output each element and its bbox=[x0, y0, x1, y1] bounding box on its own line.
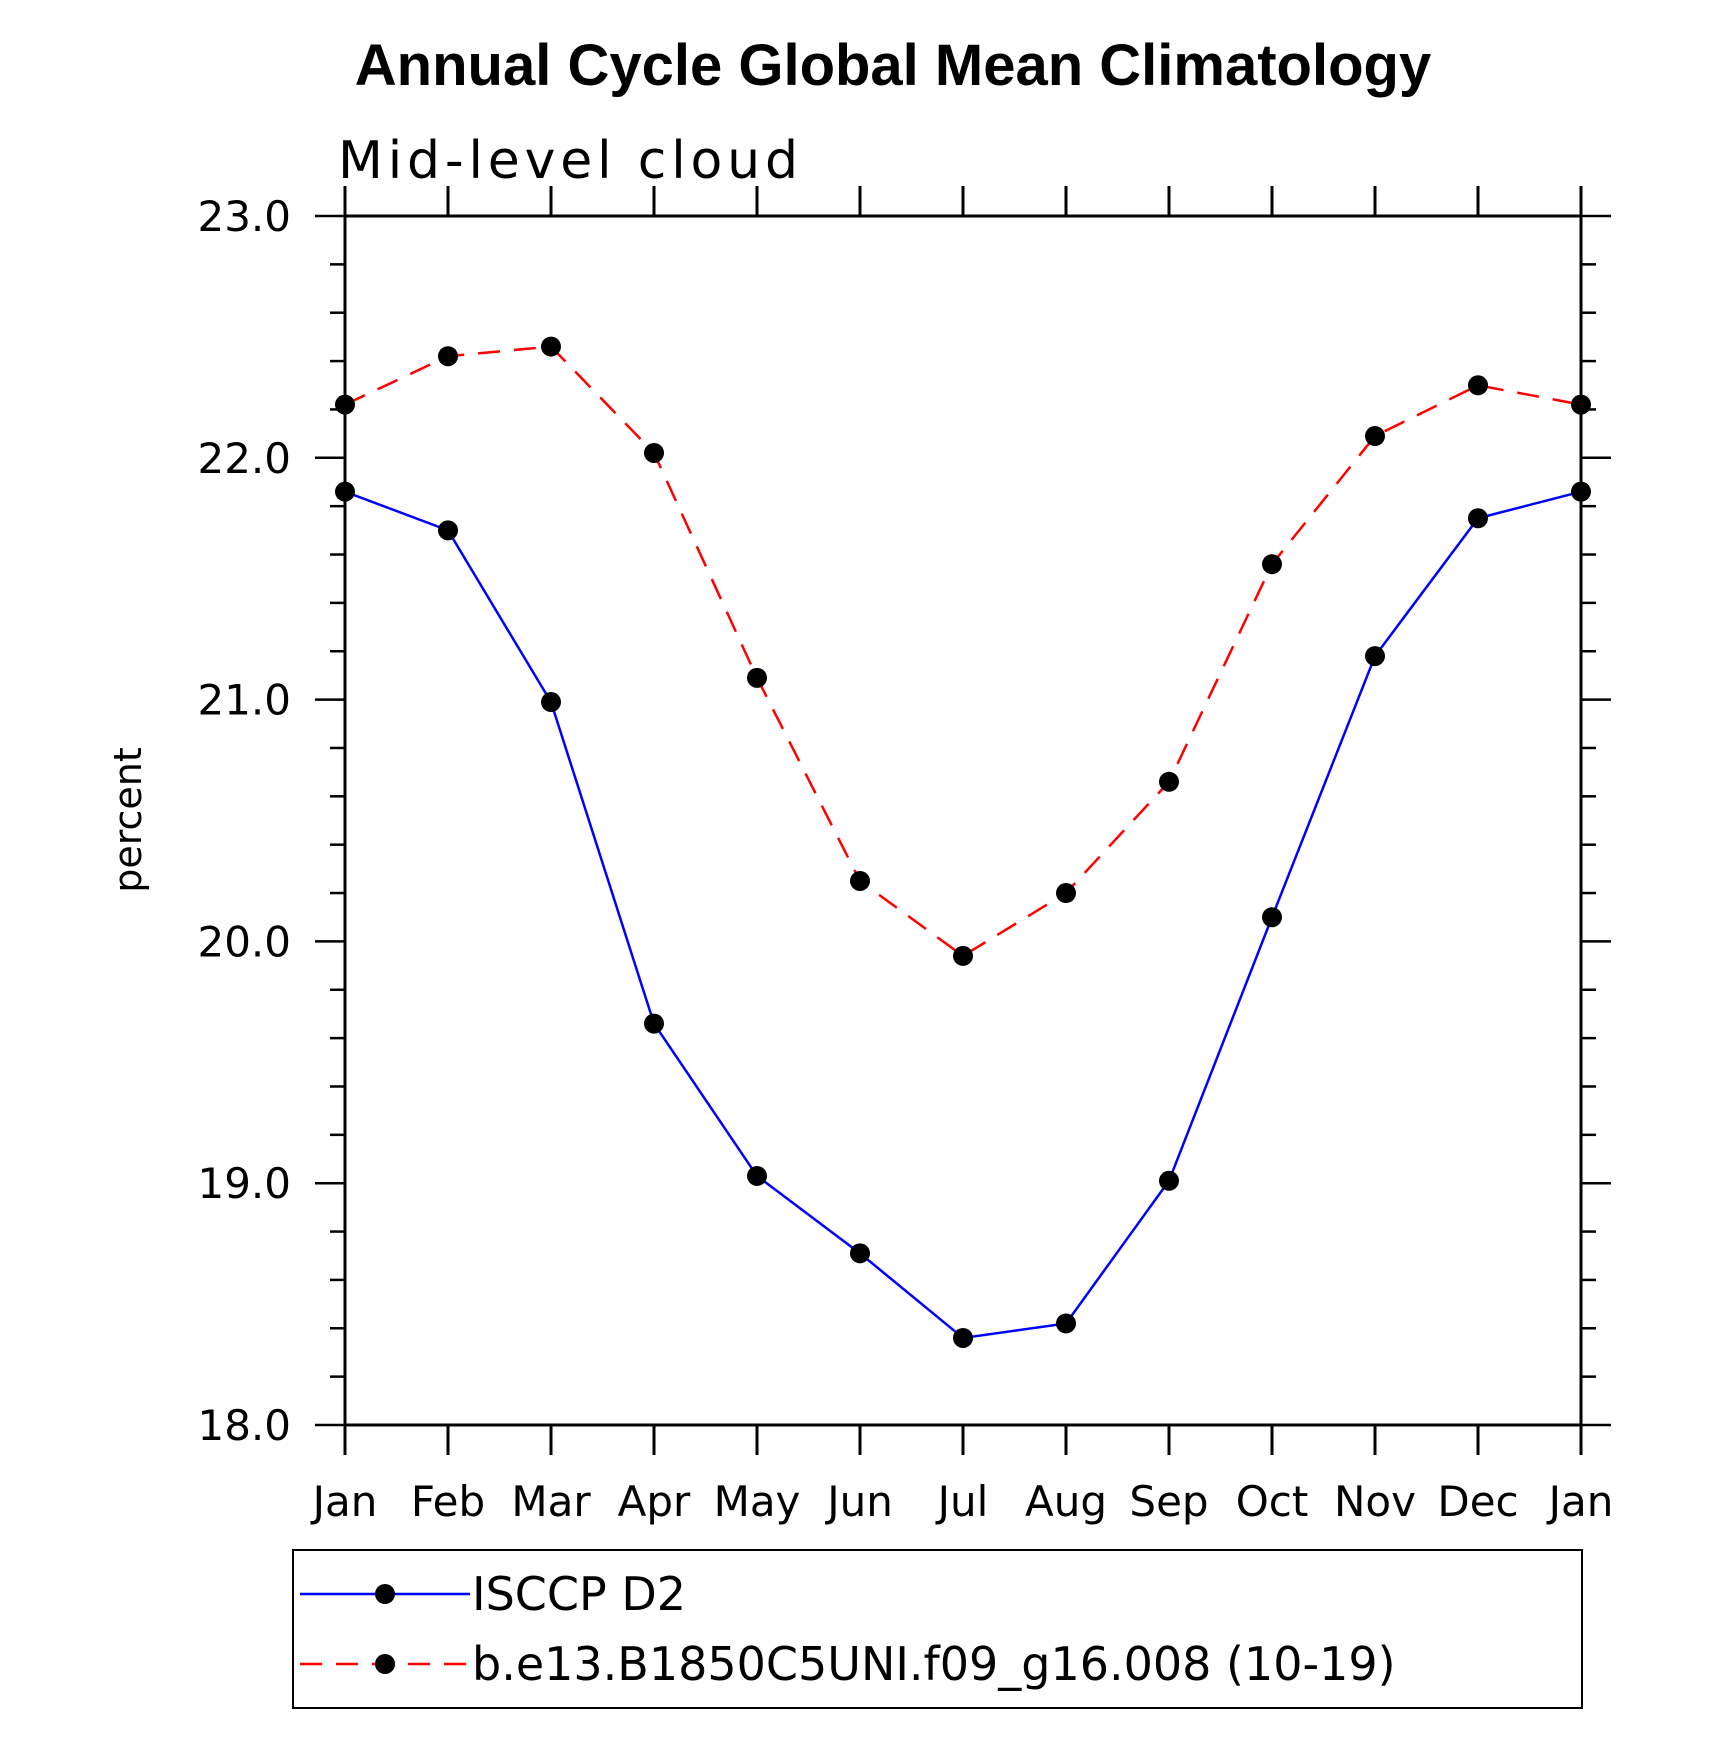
series-1-point bbox=[644, 1013, 664, 1034]
x-tick-label: Apr bbox=[618, 1477, 691, 1526]
series-2-point bbox=[1468, 375, 1488, 396]
x-tick-label: Sep bbox=[1129, 1477, 1208, 1526]
y-axis-label: percent bbox=[106, 747, 150, 893]
x-tick-label: Aug bbox=[1025, 1477, 1107, 1526]
x-tick-label: Oct bbox=[1236, 1477, 1309, 1526]
x-tick-label: Feb bbox=[411, 1477, 485, 1526]
series-1-point bbox=[1262, 907, 1282, 928]
y-tick-label: 19.0 bbox=[197, 1159, 291, 1208]
x-tick-label: Jan bbox=[1546, 1477, 1614, 1526]
legend-marker-1 bbox=[375, 1584, 395, 1604]
y-tick-label: 20.0 bbox=[197, 917, 291, 966]
plot-frame bbox=[343, 214, 1583, 1427]
series-1-point bbox=[1571, 481, 1591, 502]
legend-box bbox=[292, 1549, 1583, 1709]
series-1-point bbox=[438, 520, 458, 541]
series-2-point bbox=[1159, 771, 1179, 792]
series-1-point bbox=[1468, 508, 1488, 529]
chart-title: Annual Cycle Global Mean Climatology bbox=[355, 33, 1431, 98]
y-tick-label: 18.0 bbox=[197, 1401, 291, 1450]
series-2-point bbox=[438, 346, 458, 367]
legend: ISCCP D2 b.e13.B1850C5UNI.f09_g16.008 (10… bbox=[292, 1549, 1583, 1709]
series-1-point bbox=[335, 481, 355, 502]
x-tick-label: Jun bbox=[824, 1477, 893, 1526]
y-tick-label: 23.0 bbox=[197, 192, 291, 241]
x-tick-label: Dec bbox=[1437, 1477, 1518, 1526]
x-tick-label: Jul bbox=[935, 1477, 989, 1526]
series-1-point bbox=[541, 692, 561, 713]
chart-subtitle: Mid-level cloud bbox=[338, 131, 798, 191]
series-2-point bbox=[1571, 394, 1591, 415]
series-2-point bbox=[850, 870, 870, 891]
series-1-point bbox=[953, 1327, 973, 1348]
series-2-point bbox=[335, 394, 355, 415]
series-1-point bbox=[1365, 646, 1385, 667]
series-2-point bbox=[644, 442, 664, 463]
series-1-point bbox=[1056, 1313, 1076, 1334]
x-tick-label: Nov bbox=[1334, 1477, 1416, 1526]
x-tick-label: May bbox=[714, 1477, 801, 1526]
x-tick-label: Mar bbox=[511, 1477, 591, 1526]
legend-label-1: ISCCP D2 bbox=[472, 1567, 686, 1621]
x-tick-label: Jan bbox=[310, 1477, 378, 1526]
y-tick-label: 21.0 bbox=[197, 676, 291, 725]
legend-label-2: b.e13.B1850C5UNI.f09_g16.008 (10-19) bbox=[472, 1637, 1396, 1691]
series-2-point bbox=[1056, 883, 1076, 904]
series-1-point bbox=[747, 1165, 767, 1186]
series-1-point bbox=[850, 1243, 870, 1264]
series-line-1 bbox=[344, 490, 1582, 1340]
y-tick-label: 22.0 bbox=[197, 434, 291, 483]
plot-area: Jan Feb Mar Apr May Jun Jul Aug Sep Oct Nov Dec Jan 1… bbox=[197, 186, 1613, 1526]
series-line-2 bbox=[344, 345, 1582, 958]
legend-marker-2 bbox=[375, 1654, 395, 1674]
series-1-point bbox=[1159, 1170, 1179, 1191]
series-2-point bbox=[747, 667, 767, 688]
series-2-point bbox=[953, 945, 973, 966]
series-2-point bbox=[1262, 554, 1282, 575]
series-2-point bbox=[1365, 426, 1385, 447]
series-2-point bbox=[541, 336, 561, 357]
